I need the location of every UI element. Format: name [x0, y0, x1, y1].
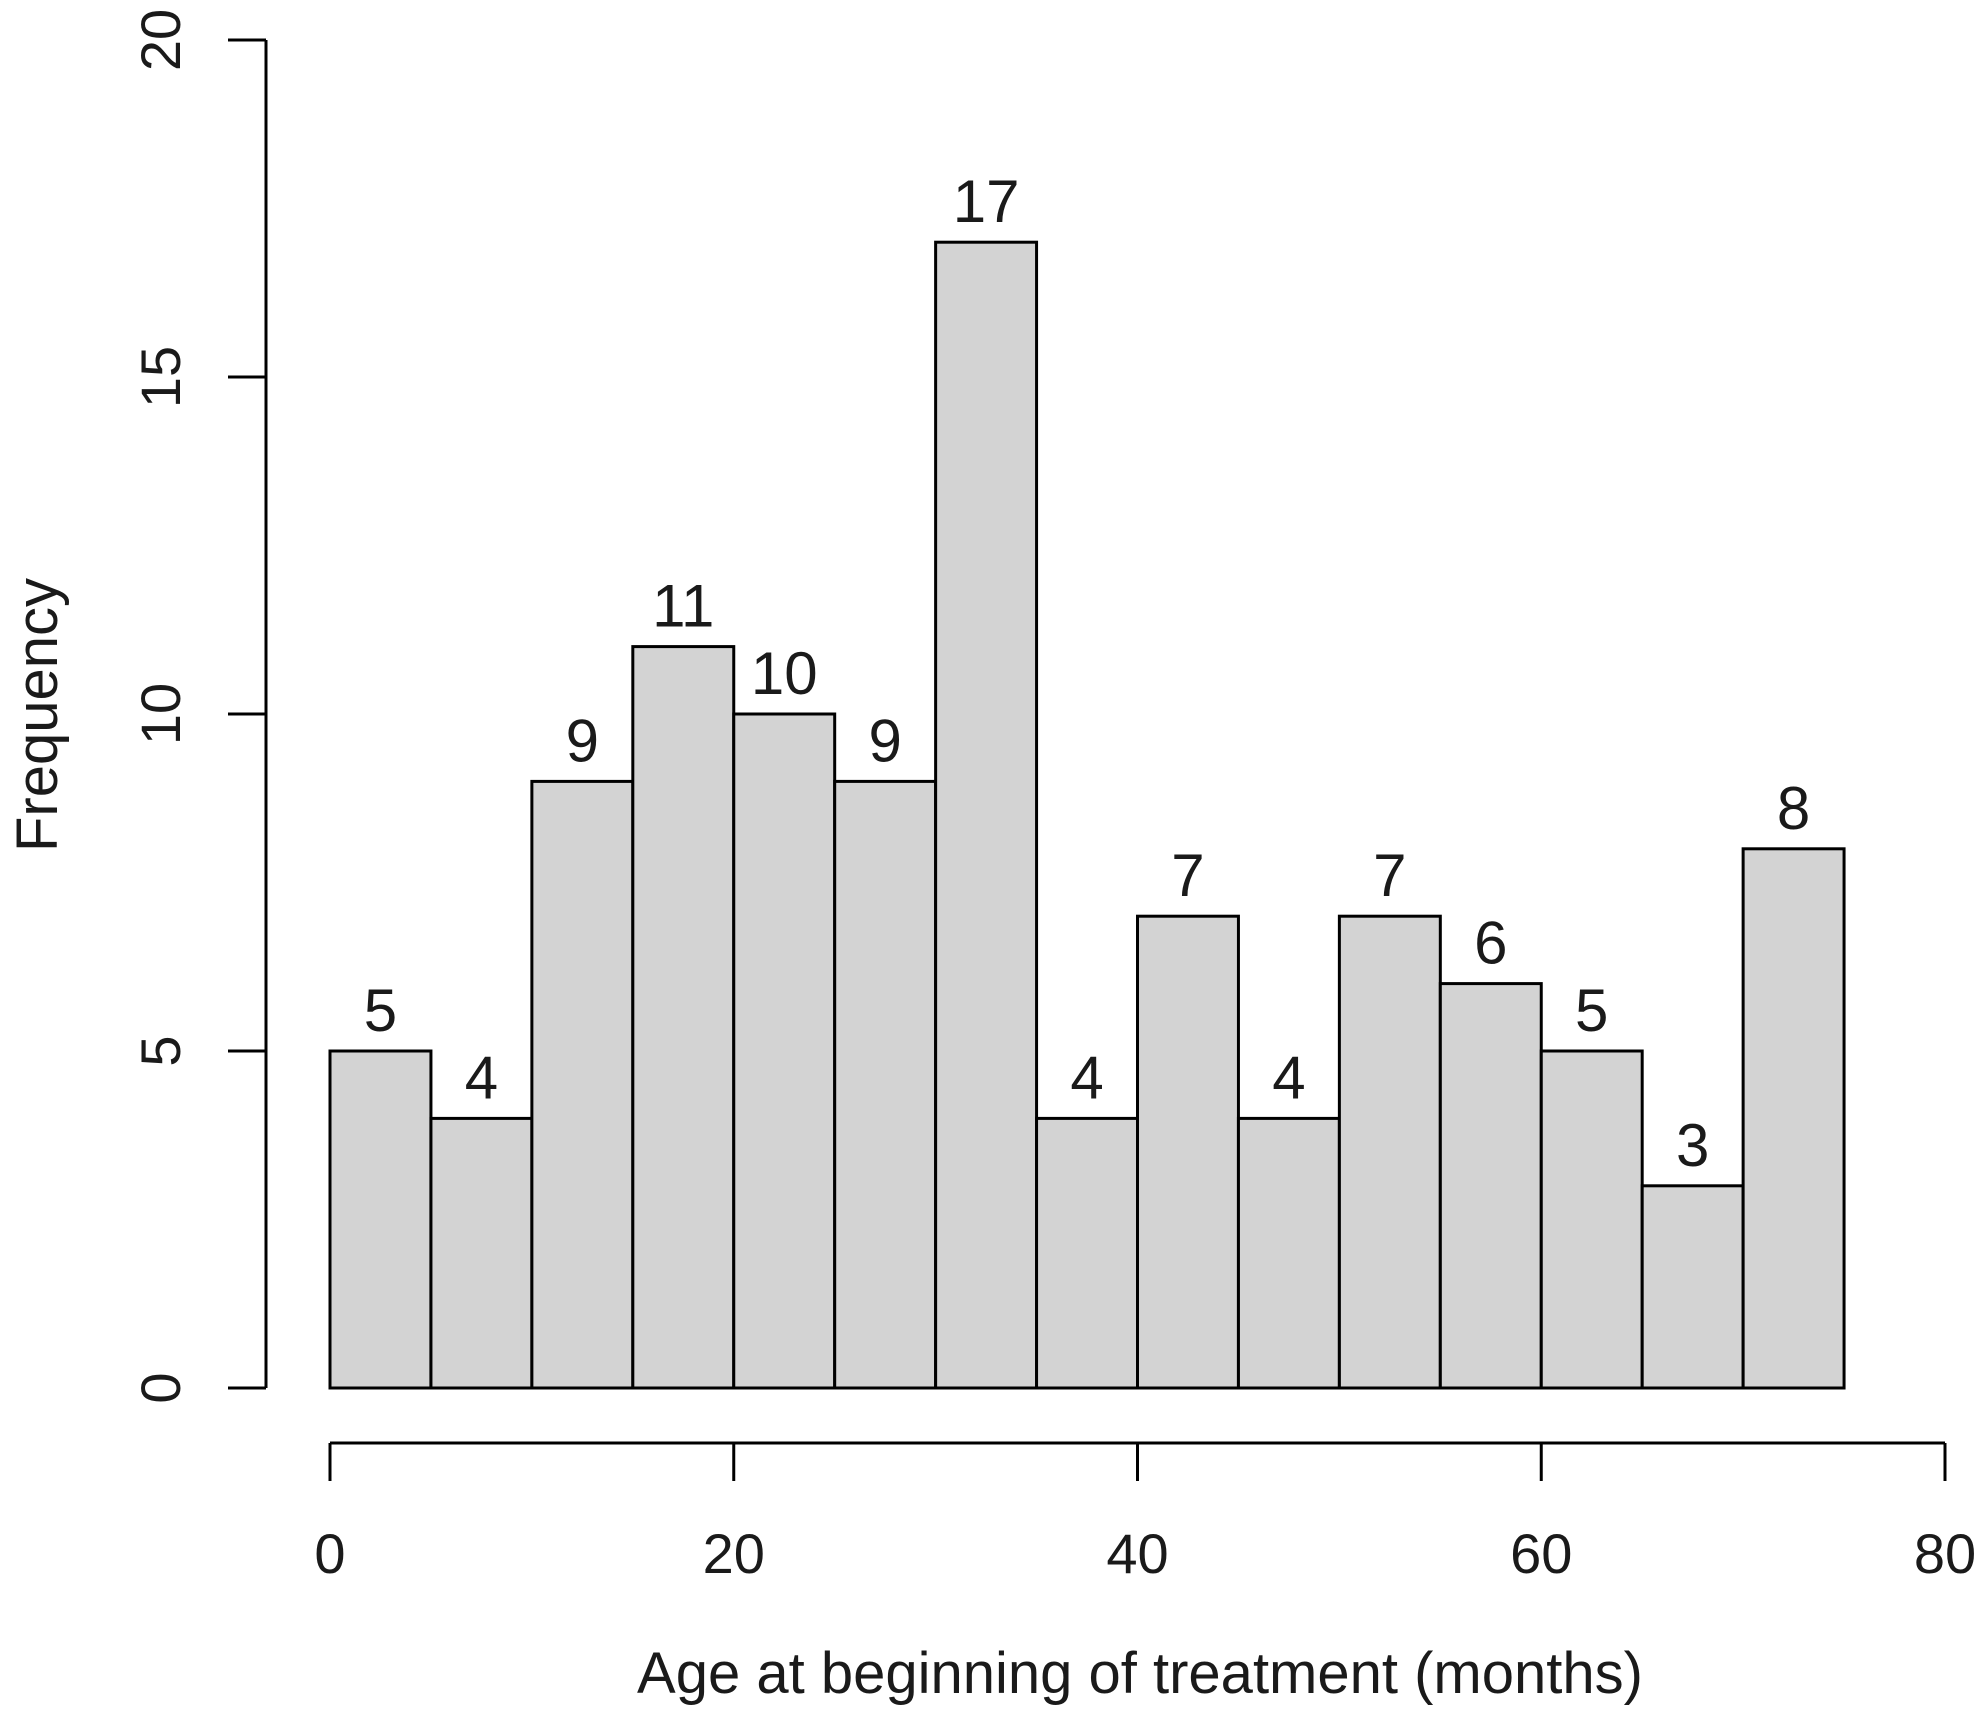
bar-count-label: 8 — [1777, 775, 1810, 842]
y-tick-label: 0 — [129, 1372, 192, 1403]
y-tick-label: 20 — [129, 9, 192, 71]
y-axis-title: Frequency — [5, 578, 70, 852]
histogram-bar — [631, 645, 736, 1390]
histogram-bar — [1337, 914, 1442, 1390]
bar-count-label: 5 — [364, 977, 397, 1044]
histogram-bar — [1136, 914, 1240, 1390]
bar-count-label: 3 — [1676, 1112, 1709, 1179]
bar-count-label: 11 — [652, 573, 714, 640]
x-tick-label: 80 — [1914, 1522, 1976, 1585]
y-axis: 0 5 10 15 20 — [129, 9, 268, 1404]
y-tick-label: 15 — [129, 346, 192, 408]
bar-count-label: 17 — [953, 168, 1020, 235]
y-tick-label: 5 — [129, 1035, 192, 1066]
histogram-bar — [1741, 847, 1846, 1390]
histogram-bar — [1236, 1116, 1341, 1390]
histogram-bar — [328, 1049, 433, 1390]
histogram-bar — [1640, 1184, 1745, 1390]
bar-count-label: 9 — [868, 707, 901, 774]
histogram-bar — [1539, 1049, 1644, 1390]
x-axis: 0 20 40 60 80 — [314, 1441, 1976, 1585]
bar-count-label: 7 — [1171, 842, 1204, 909]
histogram-bar — [429, 1116, 534, 1390]
bar-count-label: 4 — [1070, 1044, 1103, 1111]
histogram-bar — [732, 712, 837, 1390]
bar-count-label: 5 — [1575, 977, 1608, 1044]
histogram-bar — [1438, 982, 1543, 1390]
x-tick-label: 40 — [1106, 1522, 1168, 1585]
histogram-bar — [1035, 1116, 1139, 1390]
bar-count-label: 7 — [1373, 842, 1406, 909]
histogram-bars — [328, 240, 1846, 1390]
x-axis-title: Age at beginning of treatment (months) — [637, 1641, 1643, 1706]
histogram-bar — [833, 779, 938, 1390]
x-tick-label: 60 — [1510, 1522, 1572, 1585]
bar-count-label: 6 — [1474, 910, 1507, 977]
bar-count-labels: 5 4 9 11 10 9 17 4 7 4 7 6 5 3 8 — [364, 168, 1811, 1179]
y-tick-label: 10 — [129, 683, 192, 745]
x-tick-label: 0 — [314, 1522, 345, 1585]
histogram-bar — [934, 240, 1039, 1390]
bar-count-label: 10 — [751, 640, 818, 707]
x-tick-label: 20 — [703, 1522, 765, 1585]
bar-count-label: 9 — [566, 707, 599, 774]
histogram-bar — [530, 779, 635, 1390]
bar-count-label: 4 — [465, 1044, 498, 1111]
bar-count-label: 4 — [1272, 1044, 1305, 1111]
